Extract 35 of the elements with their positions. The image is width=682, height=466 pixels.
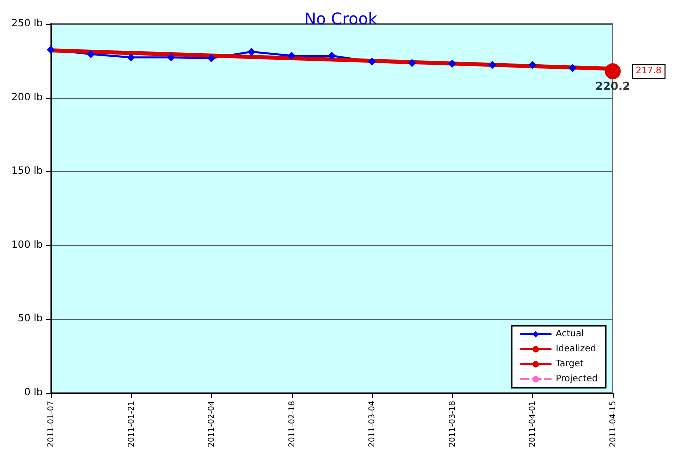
point	[328, 52, 336, 60]
legend-label: Projected	[556, 374, 598, 384]
point	[368, 58, 376, 66]
x-tick-label: 2011-04-01	[528, 401, 538, 448]
x-tick-label: 2011-02-18	[287, 401, 296, 448]
x-tick-label: 2011-02-04	[207, 401, 216, 448]
x-tick-label: 2011-04-15	[608, 401, 618, 448]
y-tick-label: 150 lb	[12, 166, 43, 178]
point	[605, 64, 621, 80]
x-tick-label: 2011-01-07	[46, 401, 56, 448]
y-tick-label: 0 lb	[24, 388, 43, 398]
legend-label: Idealized	[556, 344, 596, 354]
point	[208, 54, 216, 63]
y-tick-label: 100 lb	[12, 240, 43, 251]
x-tick-label: 2011-03-04	[368, 401, 377, 448]
point	[87, 50, 96, 58]
y-tick-label: 250 lb	[12, 18, 43, 30]
point	[568, 64, 577, 72]
y-tick-label: 50 lb	[18, 314, 43, 325]
point	[408, 59, 416, 68]
point	[167, 54, 176, 62]
point	[248, 48, 256, 56]
x-tick-label: 2011-01-21	[126, 401, 136, 448]
legend-label: Target	[554, 360, 584, 370]
chart-title: No Crook	[304, 10, 378, 28]
point	[448, 60, 456, 68]
point	[288, 52, 296, 60]
y-tick-label: 200 lb	[12, 92, 43, 104]
x-tick-label: 2011-03-18	[448, 401, 457, 448]
point	[47, 46, 55, 54]
point	[488, 61, 497, 70]
legend-label: Actual	[556, 330, 584, 340]
point	[127, 54, 136, 62]
point	[528, 61, 537, 70]
data-label: 217.8	[636, 66, 662, 77]
